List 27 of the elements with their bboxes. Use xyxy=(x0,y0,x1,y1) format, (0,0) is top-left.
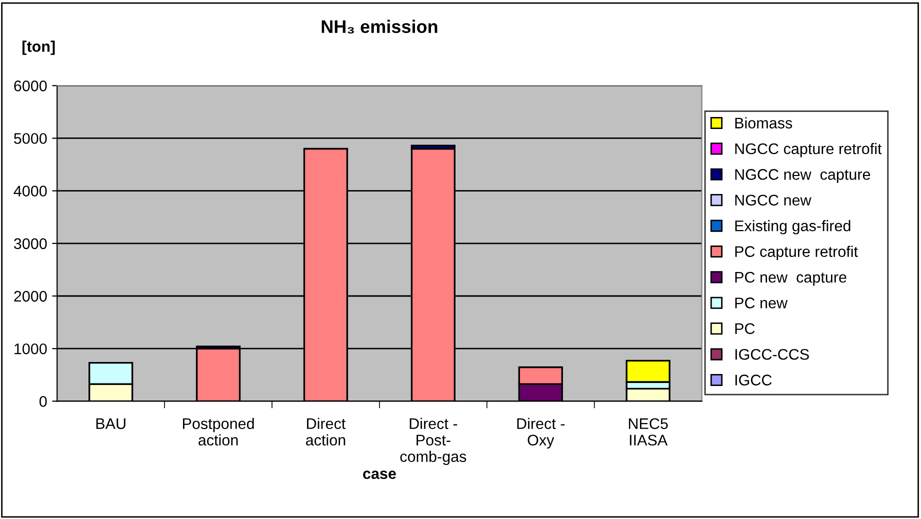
legend-label: IGCC-CCS xyxy=(735,348,809,360)
legend-label: PC new capture xyxy=(735,272,846,286)
x-tick-label: BAU xyxy=(96,418,126,430)
y-tick-label: 1000 xyxy=(14,343,47,354)
y-tick-label: 0 xyxy=(39,396,47,407)
legend-label: NGCC new capture xyxy=(735,169,870,183)
legend-label: NGCC new xyxy=(735,194,812,206)
legend-label: Biomass xyxy=(735,117,792,128)
legend-label: Existing gas-fired xyxy=(735,220,850,234)
y-tick-label: 2000 xyxy=(14,290,47,302)
y-tick-label: 4000 xyxy=(14,186,47,197)
x-axis-title: case xyxy=(363,470,396,480)
x-tick-label: NEC5 IIASA xyxy=(628,418,668,446)
legend-label: PC new xyxy=(735,298,788,308)
y-tick-label: 3000 xyxy=(14,238,47,250)
legend-label: PC xyxy=(735,323,755,334)
y-axis-title: [ton] xyxy=(22,40,55,55)
x-tick-label: Direct action xyxy=(306,418,346,446)
chart-title: NH₃ emission xyxy=(322,20,438,34)
x-tick-label: Direct - Oxy xyxy=(517,418,565,449)
legend-label: IGCC xyxy=(735,374,772,386)
x-tick-label: Direct - Post- comb-gas xyxy=(400,418,466,466)
y-tick-label: 6000 xyxy=(14,80,47,92)
y-tick-label: 5000 xyxy=(14,133,47,144)
legend-label: PC capture retrofit xyxy=(735,246,858,260)
legend-label: NGCC capture retrofit xyxy=(735,142,882,158)
x-tick-label: Postponed action xyxy=(183,418,254,446)
